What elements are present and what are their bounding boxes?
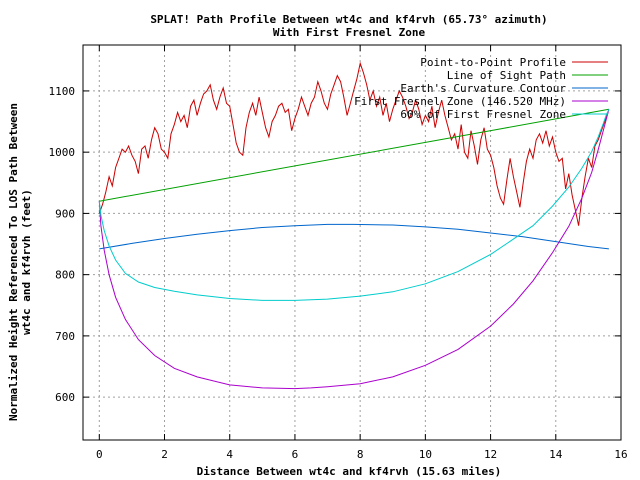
series-line-3	[98, 109, 610, 390]
x-axis-label: Distance Between wt4c and kf4rvh (15.63 …	[197, 465, 502, 478]
plot-frame	[82, 44, 622, 441]
y-tick-label: 900	[55, 207, 75, 220]
x-tick-label: 16	[614, 448, 627, 461]
x-tick-label: 6	[292, 448, 299, 461]
series-line-4	[98, 109, 610, 301]
y-tick-label: 700	[55, 330, 75, 343]
legend-label-4: 60% of First Fresnel Zone	[400, 108, 566, 121]
series-line-2	[99, 223, 609, 250]
x-tick-label: 14	[549, 448, 563, 461]
legend-label-2: Earth's Curvature Contour	[400, 82, 566, 95]
x-tick-label: 12	[484, 448, 497, 461]
series-line-0	[98, 61, 609, 226]
x-tick-label: 2	[161, 448, 168, 461]
y-tick-label: 800	[55, 269, 75, 282]
legend-label-3: First Fresnel Zone (146.520 MHz)	[354, 95, 566, 108]
series-group	[98, 61, 610, 390]
x-tick-label: 10	[419, 448, 432, 461]
x-tick-label: 8	[357, 448, 364, 461]
y-tick-label: 600	[55, 391, 75, 404]
y-axis-label-line2: wt4c and kf4rvh (feet)	[20, 189, 33, 335]
chart-title: SPLAT! Path Profile Between wt4c and kf4…	[150, 13, 547, 26]
y-axis-label-line1: Normalized Height Referenced To LOS Path…	[7, 103, 20, 421]
chart-subtitle: With First Fresnel Zone	[273, 26, 426, 39]
y-tick-label: 1100	[49, 85, 76, 98]
legend-label-1: Line of Sight Path	[447, 69, 566, 82]
axis-ticks: 0 2 4 6 8 10 12 14 16 600 700 800 900 1000 1100	[49, 45, 628, 461]
series-line-1	[99, 108, 609, 202]
legend-label-0: Point-to-Point Profile	[420, 56, 566, 69]
x-tick-label: 0	[96, 448, 103, 461]
x-tick-label: 4	[226, 448, 233, 461]
y-tick-label: 1000	[49, 146, 76, 159]
